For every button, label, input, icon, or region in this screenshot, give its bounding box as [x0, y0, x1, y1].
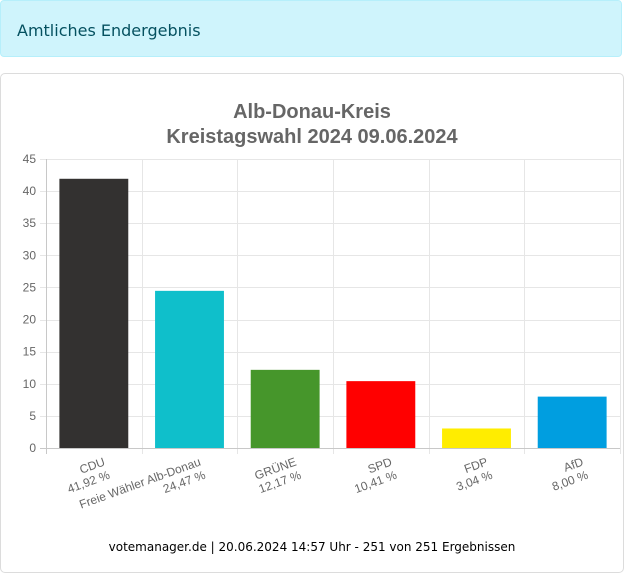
result-status-alert: Amtliches Endergebnis [0, 0, 622, 57]
y-tick-label: 45 [23, 152, 37, 166]
x-tick-category: AfD [562, 455, 586, 475]
chart-title-line-2: Kreistagswahl 2024 09.06.2024 [166, 126, 458, 148]
chart-title-line-1: Alb-Donau-Kreis [233, 101, 391, 123]
y-axis-ticks: 0 5 10 15 20 25 30 35 40 45 [23, 152, 37, 455]
chart-grid [40, 159, 621, 454]
bar-spd[interactable] [346, 381, 416, 448]
bar-grüne[interactable] [250, 369, 320, 448]
result-status-text: Amtliches Endergebnis [17, 21, 201, 40]
election-bar-chart: Alb-Donau-Kreis Kreistagswahl 2024 09.06.… [23, 101, 621, 512]
footer-source: votemanager.de | 20.06.2024 14:57 Uhr - … [108, 540, 516, 554]
y-tick-label: 15 [23, 345, 37, 359]
y-tick-label: 25 [23, 280, 37, 294]
bar-fdp[interactable] [442, 428, 511, 448]
chart-bars [59, 178, 607, 448]
y-tick-label: 20 [23, 313, 37, 327]
y-tick-label: 10 [23, 377, 37, 391]
bar-cdu[interactable] [59, 178, 129, 448]
y-tick-label: 30 [23, 248, 37, 262]
y-tick-label: 40 [23, 184, 37, 198]
y-tick-label: 0 [29, 441, 36, 455]
bar-afd[interactable] [537, 396, 607, 448]
y-tick-label: 35 [23, 216, 37, 230]
y-tick-label: 5 [29, 409, 36, 423]
chart-title: Alb-Donau-Kreis Kreistagswahl 2024 09.06.… [166, 101, 458, 148]
bar-freie-wähler-alb-donau[interactable] [155, 290, 224, 448]
